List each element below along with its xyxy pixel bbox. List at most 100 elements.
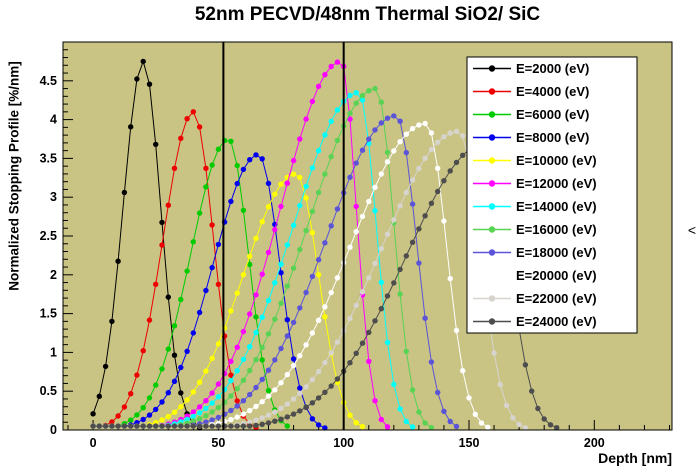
series-marker bbox=[366, 358, 372, 364]
series-marker bbox=[309, 230, 316, 236]
series-marker bbox=[529, 388, 535, 394]
series-marker bbox=[416, 165, 422, 172]
series-marker bbox=[309, 98, 316, 105]
series-marker bbox=[203, 368, 209, 374]
series-marker bbox=[353, 302, 359, 309]
series-marker bbox=[403, 149, 409, 156]
series-marker bbox=[272, 191, 278, 197]
series-marker bbox=[322, 359, 328, 366]
series-marker bbox=[178, 296, 184, 303]
series-marker bbox=[309, 165, 316, 171]
series-marker bbox=[347, 315, 353, 322]
series-marker bbox=[303, 404, 309, 410]
series-marker bbox=[391, 148, 397, 154]
series-marker bbox=[240, 423, 247, 429]
series-marker bbox=[203, 405, 209, 412]
series-marker bbox=[159, 423, 165, 429]
series-marker bbox=[422, 120, 428, 127]
series-marker bbox=[453, 159, 460, 166]
x-tick-label: 0 bbox=[90, 436, 97, 450]
series-marker bbox=[290, 157, 297, 164]
legend-box bbox=[466, 56, 638, 334]
series-marker bbox=[253, 235, 259, 242]
series-marker bbox=[372, 398, 378, 404]
series-marker bbox=[322, 314, 328, 320]
y-tick-label: 2 bbox=[50, 268, 57, 282]
series-marker bbox=[422, 420, 428, 426]
series-marker bbox=[121, 404, 128, 410]
series-marker bbox=[290, 356, 297, 362]
series-marker bbox=[409, 387, 416, 393]
series-marker bbox=[384, 149, 391, 155]
series-marker bbox=[171, 378, 178, 384]
series-marker bbox=[384, 115, 391, 121]
y-tick-label: 4 bbox=[50, 113, 57, 127]
series-marker bbox=[397, 406, 403, 412]
series-marker bbox=[265, 393, 272, 399]
series-marker bbox=[171, 323, 178, 329]
legend-label: E=16000 (eV) bbox=[516, 222, 597, 237]
series-marker bbox=[460, 133, 466, 139]
series-marker bbox=[240, 411, 247, 417]
series-marker bbox=[366, 136, 372, 142]
series-marker bbox=[178, 404, 184, 410]
series-marker bbox=[278, 380, 284, 386]
series-marker bbox=[203, 419, 209, 425]
series-marker bbox=[190, 413, 196, 420]
series-marker bbox=[315, 317, 322, 323]
series-marker bbox=[284, 283, 290, 289]
series-marker bbox=[297, 353, 303, 359]
series-marker bbox=[328, 350, 334, 356]
series-marker bbox=[171, 352, 178, 358]
series-marker bbox=[397, 139, 403, 145]
series-marker bbox=[272, 280, 278, 286]
series-marker bbox=[203, 165, 209, 171]
series-marker bbox=[491, 350, 497, 356]
legend-label: E=10000 (eV) bbox=[516, 153, 597, 168]
series-marker bbox=[128, 391, 134, 397]
x-tick-label: 50 bbox=[211, 436, 225, 450]
series-marker bbox=[90, 411, 96, 417]
series-marker bbox=[253, 314, 259, 320]
series-marker bbox=[328, 63, 334, 70]
series-marker bbox=[309, 376, 316, 383]
series-marker bbox=[153, 382, 159, 388]
legend-marker bbox=[488, 65, 496, 72]
series-marker bbox=[247, 261, 253, 268]
series-marker bbox=[290, 411, 297, 417]
series-marker bbox=[190, 423, 196, 429]
series-marker bbox=[196, 416, 203, 422]
series-marker bbox=[359, 289, 366, 295]
series-marker bbox=[290, 171, 297, 177]
series-marker bbox=[315, 189, 322, 196]
y-tick-label: 2.5 bbox=[40, 229, 57, 243]
series-marker bbox=[322, 132, 328, 138]
series-marker bbox=[215, 281, 222, 287]
series-marker bbox=[391, 217, 397, 223]
series-marker bbox=[315, 368, 322, 375]
series-marker bbox=[428, 359, 435, 365]
series-marker bbox=[460, 152, 466, 158]
series-marker bbox=[303, 384, 309, 390]
series-marker bbox=[215, 341, 222, 347]
legend-label: E=18000 (eV) bbox=[516, 245, 597, 260]
series-marker bbox=[215, 423, 222, 429]
series-marker bbox=[196, 404, 203, 410]
series-marker bbox=[435, 389, 441, 396]
series-marker bbox=[240, 377, 247, 383]
series-marker bbox=[171, 165, 178, 171]
series-marker bbox=[159, 399, 165, 405]
series-marker bbox=[165, 423, 171, 429]
y-tick-label: 0 bbox=[50, 423, 57, 437]
series-marker bbox=[372, 208, 378, 214]
series-marker bbox=[146, 317, 153, 323]
series-marker bbox=[460, 368, 466, 374]
series-marker bbox=[265, 331, 272, 337]
series-marker bbox=[359, 147, 366, 153]
series-marker bbox=[441, 134, 447, 140]
series-marker bbox=[247, 367, 253, 374]
series-marker bbox=[347, 244, 353, 250]
series-marker bbox=[209, 264, 215, 271]
y-axis-title: Normalized Stopping Profile [%/nm] bbox=[6, 61, 22, 291]
